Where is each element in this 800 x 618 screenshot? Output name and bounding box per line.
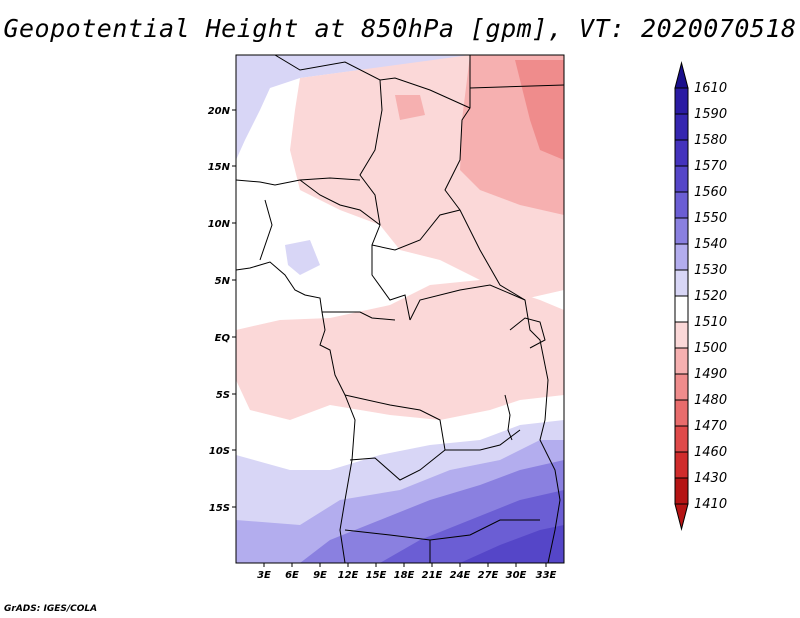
colorbar-segment bbox=[674, 217, 689, 245]
colorbar-label: 1550 bbox=[694, 211, 727, 226]
colorbar-segment bbox=[674, 243, 689, 271]
longitude-axis: 3E 6E 9E 12E 15E 18E 21E 24E 27E 30E 33E bbox=[257, 563, 557, 581]
colorbar-segment bbox=[674, 295, 689, 323]
lat-label: 5N bbox=[215, 276, 231, 287]
colorbar-segment bbox=[674, 139, 689, 167]
colorbar-label: 1480 bbox=[694, 393, 727, 408]
colorbar-label: 1530 bbox=[694, 263, 727, 278]
colorbar-segment bbox=[674, 321, 689, 349]
colorbar-label: 1560 bbox=[694, 185, 727, 200]
colorbar-label: 1570 bbox=[694, 159, 727, 174]
colorbar-label: 1590 bbox=[694, 107, 727, 122]
lon-label: 15E bbox=[366, 570, 387, 581]
lat-label: 10N bbox=[208, 219, 231, 230]
colorbar-label: 1510 bbox=[694, 315, 727, 330]
colorbar-label: 1460 bbox=[694, 445, 727, 460]
colorbar-label: 1470 bbox=[694, 419, 727, 434]
colorbar-bottom-arrow bbox=[674, 503, 689, 531]
colorbar-label: 1580 bbox=[694, 133, 727, 148]
lat-label: 15S bbox=[209, 503, 230, 514]
map-frame bbox=[235, 54, 565, 564]
colorbar-segment bbox=[674, 425, 689, 453]
lon-label: 21E bbox=[422, 570, 443, 581]
latitude-axis: 20N 15N 10N 5N EQ 5S 10S 15S bbox=[208, 106, 236, 514]
colorbar-segment bbox=[674, 373, 689, 401]
grads-credit: GrADS: IGES/COLA bbox=[4, 604, 98, 614]
colorbar: 1610 1590 1580 1570 1560 1550 1540 1530 1520 1510… bbox=[674, 61, 727, 531]
lon-label: 33E bbox=[536, 570, 557, 581]
lon-label: 6E bbox=[285, 570, 299, 581]
chart-title: Geopotential Height at 850hPa [gpm], VT:… bbox=[3, 14, 797, 43]
colorbar-segment bbox=[674, 347, 689, 375]
colorbar-segment bbox=[674, 451, 689, 479]
lat-label: 15N bbox=[208, 162, 231, 173]
lon-label: 9E bbox=[313, 570, 327, 581]
colorbar-label: 1610 bbox=[694, 81, 727, 96]
colorbar-label: 1430 bbox=[694, 471, 727, 486]
country-borders bbox=[236, 55, 564, 563]
colorbar-segment bbox=[674, 269, 689, 297]
colorbar-label: 1490 bbox=[694, 367, 727, 382]
lon-label: 24E bbox=[450, 570, 471, 581]
lon-label: 18E bbox=[394, 570, 415, 581]
colorbar-segment bbox=[674, 477, 689, 505]
colorbar-label: 1520 bbox=[694, 289, 727, 304]
colorbar-label: 1410 bbox=[694, 497, 727, 512]
colorbar-segment bbox=[674, 87, 689, 115]
lat-label: EQ bbox=[215, 333, 231, 344]
colorbar-segment bbox=[674, 191, 689, 219]
height-field bbox=[236, 55, 564, 563]
lon-label: 30E bbox=[506, 570, 527, 581]
colorbar-top-arrow bbox=[674, 61, 689, 89]
lat-label: 10S bbox=[209, 446, 230, 457]
lat-label: 20N bbox=[208, 106, 231, 117]
colorbar-segment bbox=[674, 165, 689, 193]
lat-label: 5S bbox=[216, 390, 230, 401]
colorbar-segment bbox=[674, 113, 689, 141]
lon-label: 12E bbox=[338, 570, 359, 581]
colorbar-label: 1540 bbox=[694, 237, 727, 252]
lon-label: 3E bbox=[257, 570, 271, 581]
colorbar-label: 1500 bbox=[694, 341, 727, 356]
lon-label: 27E bbox=[478, 570, 499, 581]
colorbar-segment bbox=[674, 399, 689, 427]
